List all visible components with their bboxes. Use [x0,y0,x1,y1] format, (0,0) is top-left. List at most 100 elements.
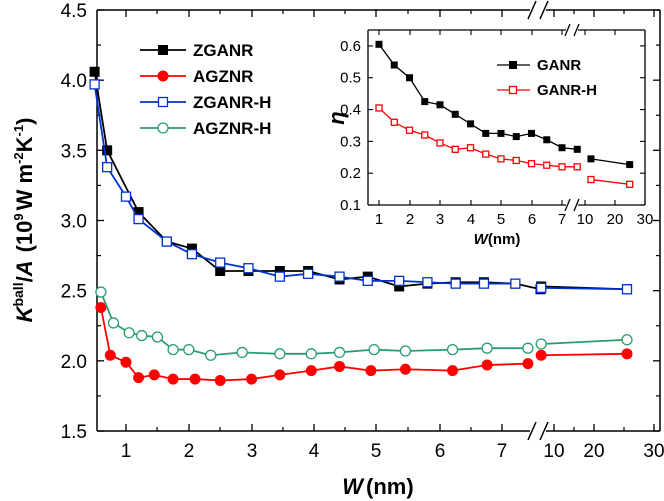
inset-x-tick-label: 2 [406,211,414,228]
inset-series-ganr [375,40,634,169]
main-chart: 1.52.02.53.03.54.04.51 2 3 4 5 6 7 10 20 30W (nm)K… [10,0,664,499]
inset-data-point [527,159,536,168]
data-point [183,343,195,356]
data-point [89,79,100,90]
x-tick-label: 2 [184,441,195,462]
x-tick-label: 6 [435,441,446,462]
inset-data-point [421,131,429,139]
data-point [167,343,179,356]
data-point [186,249,198,260]
data-point [362,275,373,286]
y-tick-label: 4.0 [61,71,87,92]
data-point [167,373,179,385]
inset-series-line [590,178,630,185]
y-axis-label-exp9: 9 [11,213,26,220]
inset-x-tick-label: 30 [637,211,654,228]
data-point [104,349,116,361]
data-point [236,346,248,359]
inset-y-axis-label: η [324,111,349,124]
inset-data-point [558,144,566,152]
inset-data-point [512,156,520,165]
inset-series-line [590,158,630,166]
legend-marker [157,122,169,134]
inset-x-tick-label: 20 [607,211,624,228]
series-line [541,352,628,357]
x-tick-label: 5 [371,441,382,462]
data-point [510,278,521,289]
data-point [478,278,490,289]
y-axis-label-slash: / [12,276,37,282]
inset-x-axis-label-unit: (nm) [488,231,521,248]
inset-data-point [497,155,505,163]
y-axis-label-w: W m [12,164,37,210]
legend-label: ZGANR [193,41,253,60]
axis-break-mark-bottom [539,421,549,441]
data-point [148,369,160,381]
inset-x-tick-label: 4 [467,211,475,228]
inset-legend-label: GANR-H [537,82,597,99]
inset-break-mark [573,23,580,37]
data-point [333,346,346,359]
inset-data-point [626,161,634,169]
inset-data-point [482,129,490,137]
y-axis-label-close: ) [12,118,37,125]
data-point [274,271,286,282]
inset-data-point [451,145,459,153]
inset-series-ganr-h [375,104,634,188]
data-point [399,345,412,357]
x-axis-label-var: W [342,474,365,499]
data-point [214,374,226,386]
inset-legend-marker [508,85,518,95]
data-point [522,358,534,370]
data-point [274,369,286,381]
x-axis-label-unit: (nm) [366,474,414,499]
y-axis-label: Kball/A(109W m-2K-1) [10,118,37,323]
data-point [107,317,120,329]
inset-data-point [436,101,444,109]
inset-x-axis-label-var: W [474,231,490,248]
data-point [246,373,258,385]
data-point [161,236,172,247]
data-point [215,266,226,277]
data-point [120,191,132,202]
inset-x-axis-label: W(nm) [474,231,521,248]
data-point [481,359,493,371]
series-line [100,291,528,357]
series-agznr [95,302,633,386]
y-tick-label: 2.5 [61,282,87,303]
inset-data-point [543,161,551,169]
inset-data-point [436,139,444,147]
series-agznr-h [95,286,633,361]
data-point [243,263,254,274]
series-line [541,286,628,291]
inset-break-mark [564,198,571,212]
inset-x-tick-label: 3 [436,211,444,228]
x-tick-label: 7 [497,441,508,462]
inset-x-tick-label: 6 [528,211,536,228]
data-point [133,213,144,225]
series-line [541,338,628,345]
inset-y-tick-label: 0.5 [340,70,361,87]
y-axis-label-a: A [12,260,37,277]
data-point [522,342,534,354]
inset-x-tick-label: 5 [497,211,505,228]
inset-data-point [375,40,383,48]
y-tick-label: 4.5 [61,1,87,22]
y-tick-label: 1.5 [61,422,87,443]
inset-data-point [405,126,414,134]
data-point [422,277,433,288]
inset-data-point [543,136,551,144]
inset-data-point [626,180,634,188]
data-point [95,302,107,314]
y-axis-label-k2: K [12,136,37,152]
axis-break-mark-top [539,0,549,20]
x-tick-label: 1 [121,441,132,462]
data-point [365,365,377,377]
inset-y-tick-label: 0.3 [340,133,361,150]
inset-y-tick-label: 0.4 [340,102,361,119]
data-point [334,271,345,282]
inset-data-point [375,104,383,112]
inset-data-point [528,129,535,137]
inset-y-tick-label: 0.6 [340,38,361,55]
